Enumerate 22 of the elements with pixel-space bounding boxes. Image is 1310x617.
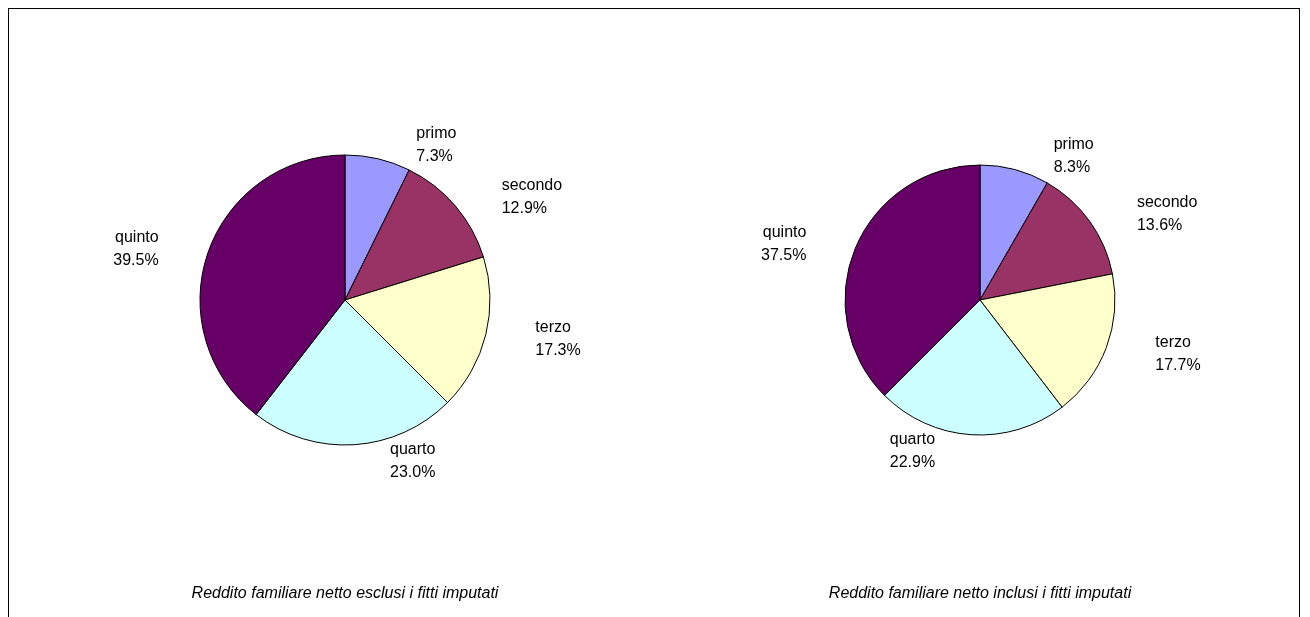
slice-label: quinto bbox=[115, 228, 159, 246]
data-label: 17.3% bbox=[535, 341, 581, 359]
slice-label: quarto bbox=[889, 429, 936, 447]
slice-label: secondo bbox=[1136, 192, 1198, 210]
data-label: 12.9% bbox=[501, 199, 548, 217]
text: Reddito familiare netto esclusi i fitti imputati bbox=[191, 583, 499, 601]
data-label: 7.3% bbox=[416, 147, 453, 165]
data-label: 37.5% bbox=[761, 245, 807, 263]
slice-label: secondo bbox=[501, 176, 563, 194]
slice-label: quarto bbox=[390, 439, 436, 457]
data-label: 23.0% bbox=[390, 462, 436, 480]
slice-label: quinto bbox=[762, 222, 807, 240]
slice-label: primo bbox=[416, 124, 457, 142]
text: Reddito familiare netto inclusi i fitti imputati bbox=[828, 583, 1132, 601]
data-label: 39.5% bbox=[113, 251, 159, 269]
slice-label: terzo bbox=[535, 318, 572, 336]
data-label: 8.3% bbox=[1053, 158, 1091, 176]
slice-label: primo bbox=[1053, 135, 1094, 153]
slice-label: terzo bbox=[1155, 333, 1191, 351]
data-label: 22.9% bbox=[889, 452, 936, 470]
data-label: 17.7% bbox=[1155, 356, 1201, 374]
data-label: 13.6% bbox=[1136, 215, 1183, 233]
